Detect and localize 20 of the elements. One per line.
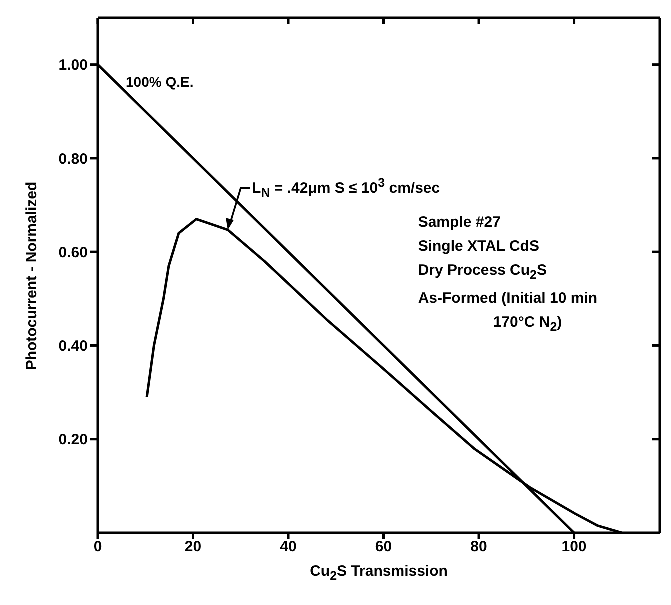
x-tick-label: 100: [562, 538, 587, 556]
annotation: As-Formed (Initial 10 min: [418, 289, 598, 310]
y-axis-title: Photocurrent - Normalized: [24, 181, 40, 370]
x-tick-label: 20: [184, 538, 202, 556]
annotation: 100% Q.E.: [126, 74, 194, 90]
annotation: Dry Process Cu$_{2}$S: [418, 261, 548, 284]
y-tick-label: 0.40: [58, 338, 88, 356]
x-axis-title: Cu$_{2}$S Transmission: [310, 563, 448, 583]
x-tick-label: 60: [375, 538, 392, 556]
x-tick-label: 40: [280, 538, 297, 556]
y-tick-label: 0.60: [58, 244, 88, 262]
annotation: Single XTAL CdS: [418, 237, 540, 258]
y-tick-label: 1.00: [58, 57, 88, 74]
annotation: L$_{N}$ = .42μm S ≤ 10$^{3}$ cm/sec: [252, 176, 440, 200]
x-tick-label: 0: [94, 538, 102, 556]
x-tick-label: 80: [470, 538, 488, 556]
y-tick-label: 0.80: [58, 150, 88, 168]
y-tick-label: 0.20: [58, 432, 88, 449]
annotation: Sample #27: [418, 213, 502, 234]
annotation: 170°C N$_{2}$): [492, 313, 564, 336]
